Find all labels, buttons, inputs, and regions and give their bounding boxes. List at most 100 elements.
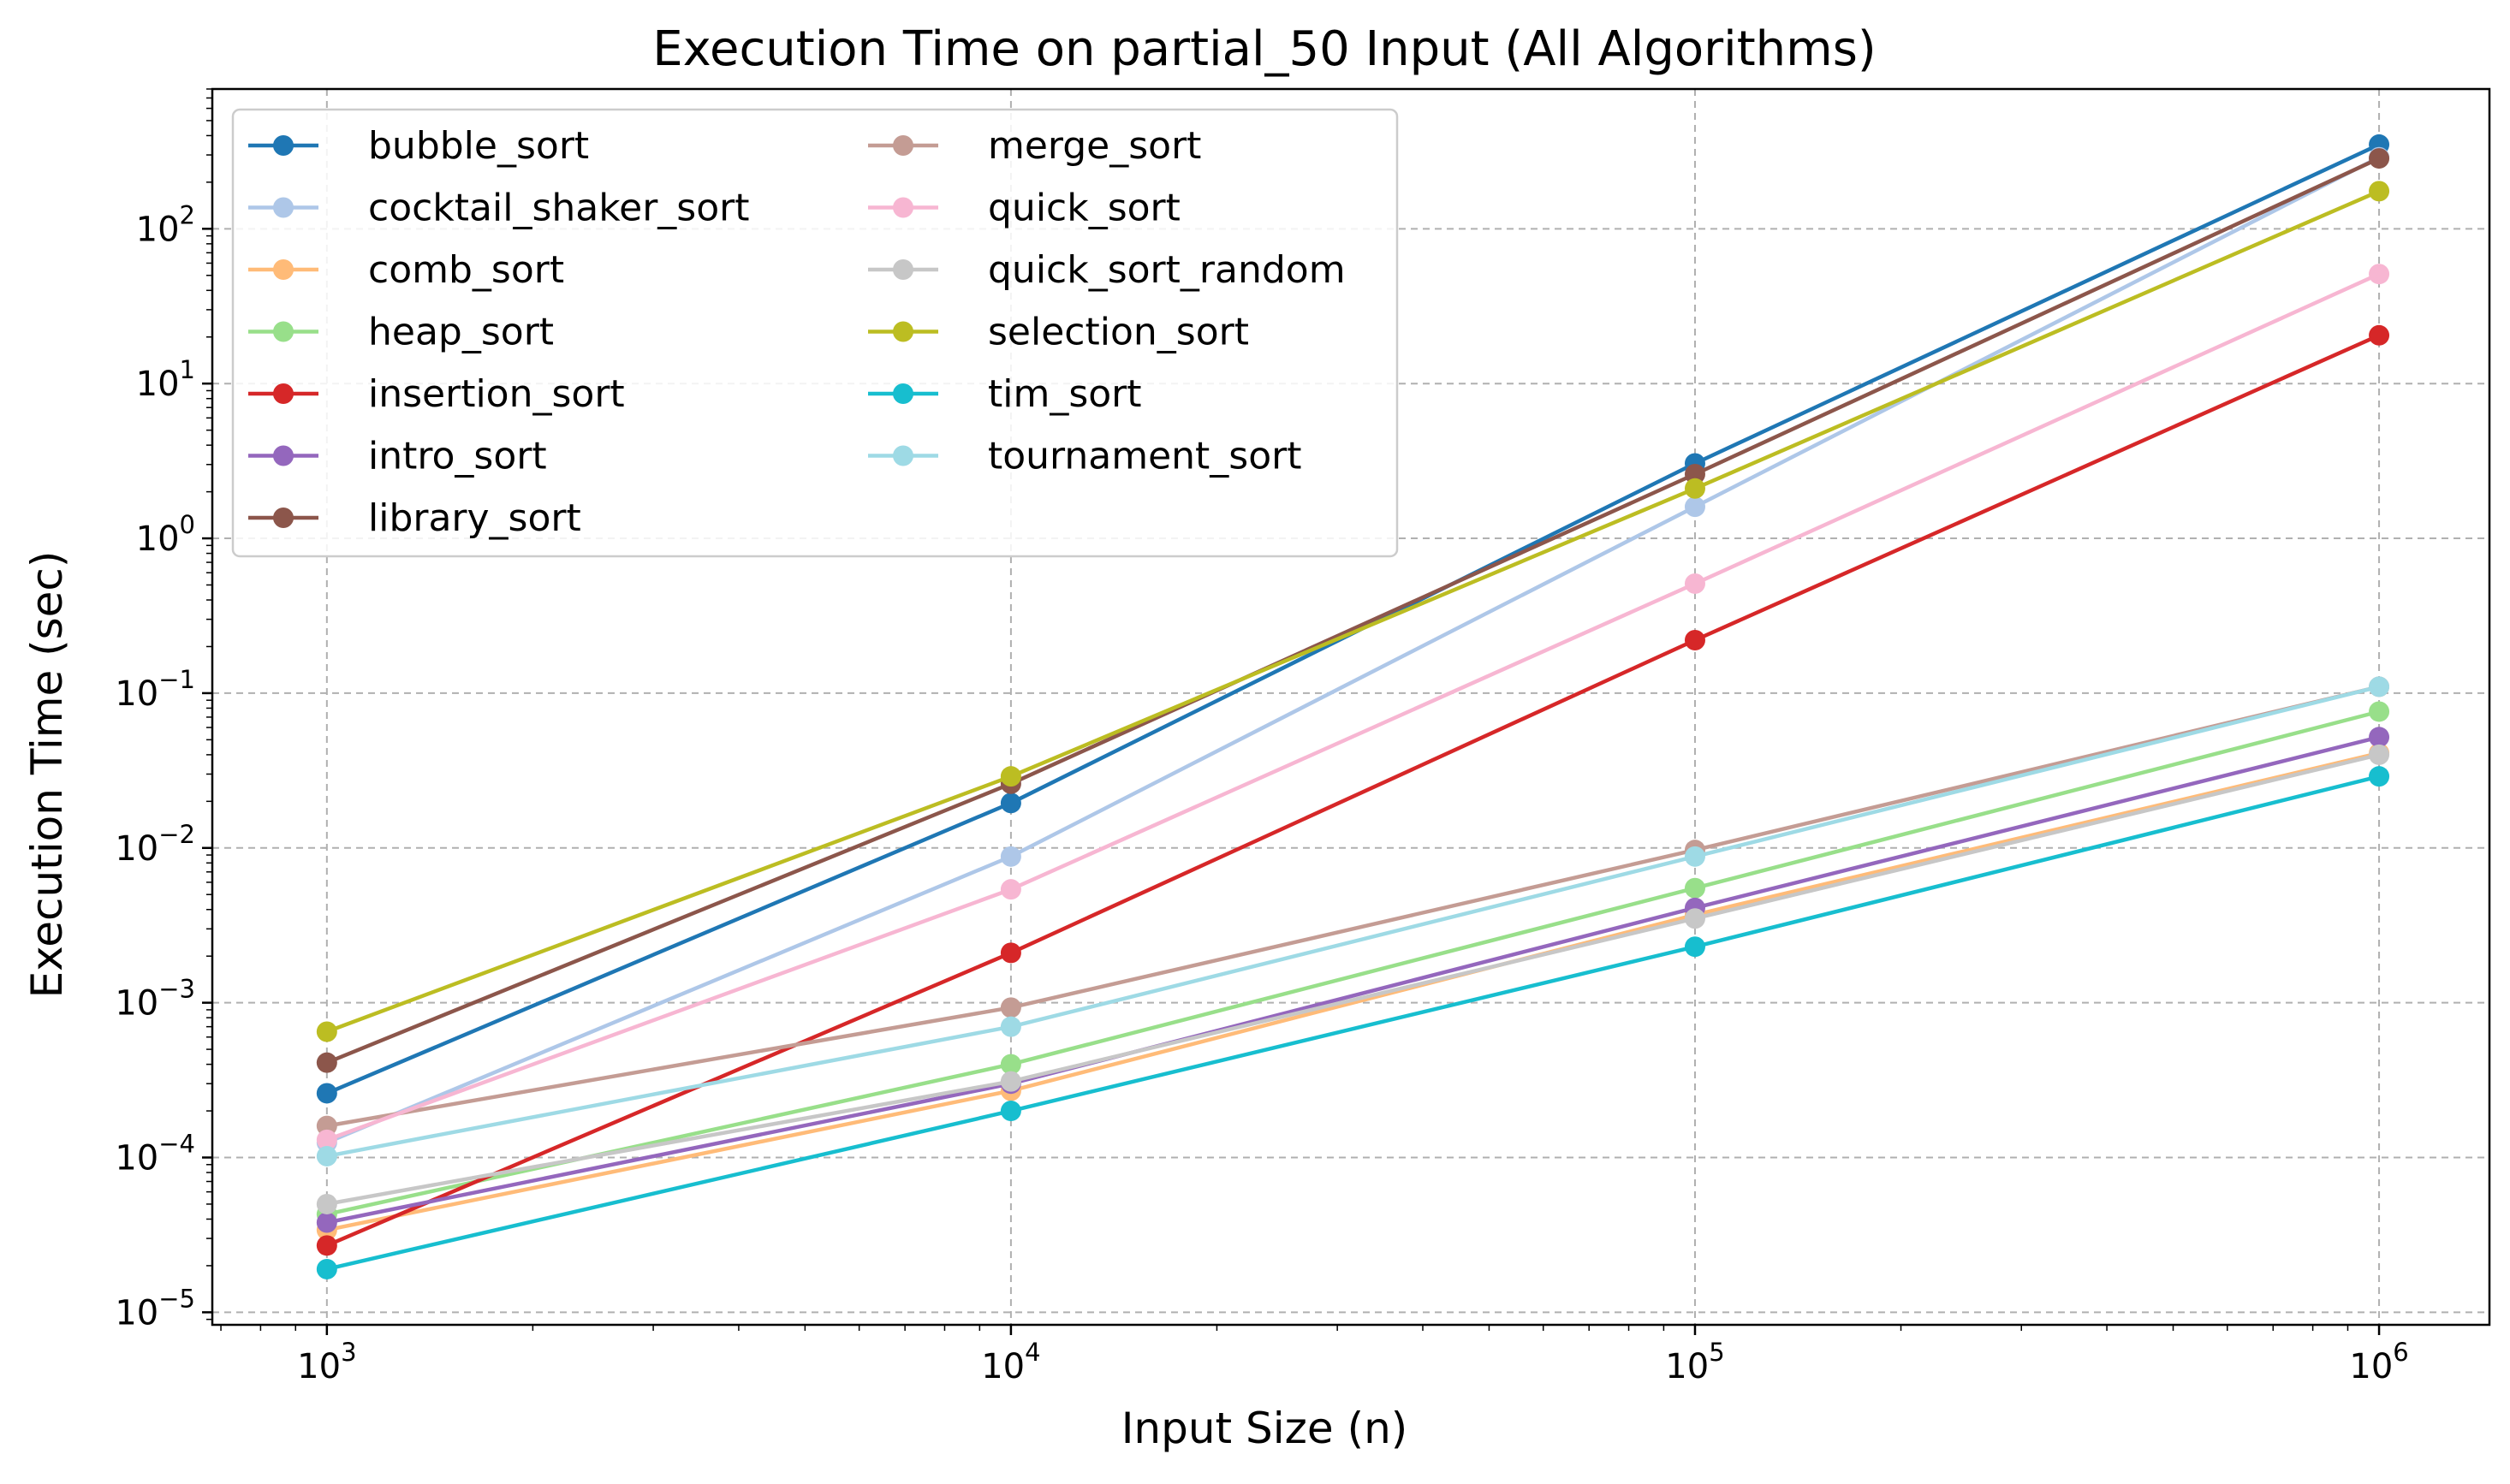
data-point [316, 1258, 337, 1279]
y-tick-label: 10−5 [115, 1284, 195, 1333]
series-quick-sort [316, 264, 2390, 1150]
series-insertion-sort [316, 324, 2390, 1256]
y-tick-exponent: 1 [180, 355, 195, 384]
data-point [1684, 877, 1705, 899]
y-tick-exponent: −5 [158, 1284, 195, 1313]
data-point [2369, 264, 2390, 285]
series-line [326, 685, 2380, 1159]
legend-swatch-marker [273, 445, 294, 466]
x-tick-exponent: 3 [341, 1338, 356, 1367]
x-tick-base: 10 [981, 1347, 1025, 1386]
legend-label: comb_sort [368, 248, 564, 292]
y-tick-label: 101 [136, 355, 195, 404]
legend-item-merge-sort: merge_sort [868, 124, 1201, 168]
y-tick-exponent: 0 [180, 510, 195, 539]
series-line [326, 751, 2380, 1232]
y-tick-base: 10 [136, 519, 180, 559]
data-point [1684, 629, 1705, 650]
data-point [1000, 1016, 1021, 1037]
x-tick-label: 104 [981, 1338, 1040, 1386]
legend-item-quick-sort: quick_sort [868, 187, 1181, 230]
x-tick-exponent: 4 [1025, 1338, 1040, 1367]
y-tick-label: 10−4 [115, 1130, 195, 1178]
legend-item-comb-sort: comb_sort [248, 248, 564, 292]
y-tick-base: 10 [115, 1293, 158, 1333]
data-point [1684, 908, 1705, 929]
series-line [326, 709, 2380, 1216]
data-point [2369, 766, 2390, 787]
legend-item-tim-sort: tim_sort [868, 372, 1142, 416]
data-point [2369, 744, 2390, 765]
legend-label: merge_sort [988, 124, 1201, 168]
legend-label: cocktail_shaker_sort [368, 187, 749, 230]
data-point [1000, 1054, 1021, 1075]
data-point [1000, 766, 1021, 787]
y-tick-exponent: −2 [158, 820, 195, 849]
data-point [316, 1129, 337, 1150]
legend: bubble_sort cocktail_shaker_sort comb_sort… [231, 108, 1399, 558]
x-tick-label: 106 [2349, 1338, 2408, 1386]
y-tick-label: 102 [136, 200, 195, 249]
legend-label: heap_sort [368, 311, 554, 354]
x-axis-label: Input Size (n) [1121, 1404, 1408, 1453]
data-point [2369, 701, 2390, 722]
series-line [326, 685, 2380, 1128]
series-selection-sort [316, 181, 2390, 1042]
data-point [2369, 181, 2390, 202]
legend-label: library_sort [368, 496, 581, 540]
legend-label: intro_sort [368, 435, 547, 478]
legend-label: quick_sort [988, 187, 1181, 230]
legend-swatch-marker [273, 508, 294, 528]
data-point [1000, 1071, 1021, 1092]
data-point [2369, 324, 2390, 346]
data-point [316, 1021, 337, 1042]
y-tick-base: 10 [115, 984, 158, 1024]
y-tick-base: 10 [115, 674, 158, 714]
legend-item-heap-sort: heap_sort [248, 311, 554, 354]
legend-item-cocktail-shaker-sort: cocktail_shaker_sort [248, 187, 749, 230]
data-point [1000, 1101, 1021, 1122]
data-point [1000, 997, 1021, 1018]
series-group [316, 134, 2390, 1279]
data-point [2369, 727, 2390, 748]
data-point [2369, 148, 2390, 169]
data-point [1684, 496, 1705, 518]
plot-area-frame [211, 87, 2491, 1327]
legend-swatch-marker [893, 197, 913, 218]
y-tick-exponent: −1 [158, 665, 195, 694]
legend-swatch-marker [893, 383, 913, 404]
legend-label: tim_sort [988, 372, 1142, 416]
y-tick-base: 10 [115, 829, 158, 869]
legend-label: insertion_sort [368, 372, 625, 416]
data-point [316, 1193, 337, 1214]
legend-box [231, 108, 1399, 558]
y-tick-base: 10 [136, 365, 180, 404]
x-tick-exponent: 6 [2393, 1338, 2408, 1367]
y-tick-base: 10 [115, 1139, 158, 1178]
y-tick-exponent: 2 [180, 200, 195, 229]
legend-item-quick-sort-random: quick_sort_random [868, 248, 1346, 292]
legend-item-intro-sort: intro_sort [248, 435, 547, 478]
y-tick-label: 100 [136, 510, 195, 559]
x-tick-base: 10 [1665, 1347, 1709, 1386]
x-tick-label: 103 [297, 1338, 356, 1386]
series-line [325, 155, 2381, 1145]
data-point [1684, 478, 1705, 499]
data-point [316, 1083, 337, 1104]
chart-title: Execution Time on partial_50 Input (All … [652, 21, 1877, 77]
legend-swatch-marker [893, 445, 913, 466]
series-line [326, 735, 2380, 1225]
legend-item-library-sort: library_sort [248, 496, 581, 540]
x-tick-label: 105 [1665, 1338, 1724, 1386]
data-point [316, 1145, 337, 1166]
legend-swatch-marker [893, 259, 913, 280]
legend-label: quick_sort_random [988, 248, 1346, 292]
series-line [325, 333, 2381, 1248]
data-point [316, 1235, 337, 1256]
series-line [326, 752, 2380, 1207]
x-tick-base: 10 [2349, 1347, 2393, 1386]
legend-item-selection-sort: selection_sort [868, 311, 1249, 354]
y-tick-base: 10 [136, 210, 180, 249]
legend-swatch-marker [893, 321, 913, 342]
